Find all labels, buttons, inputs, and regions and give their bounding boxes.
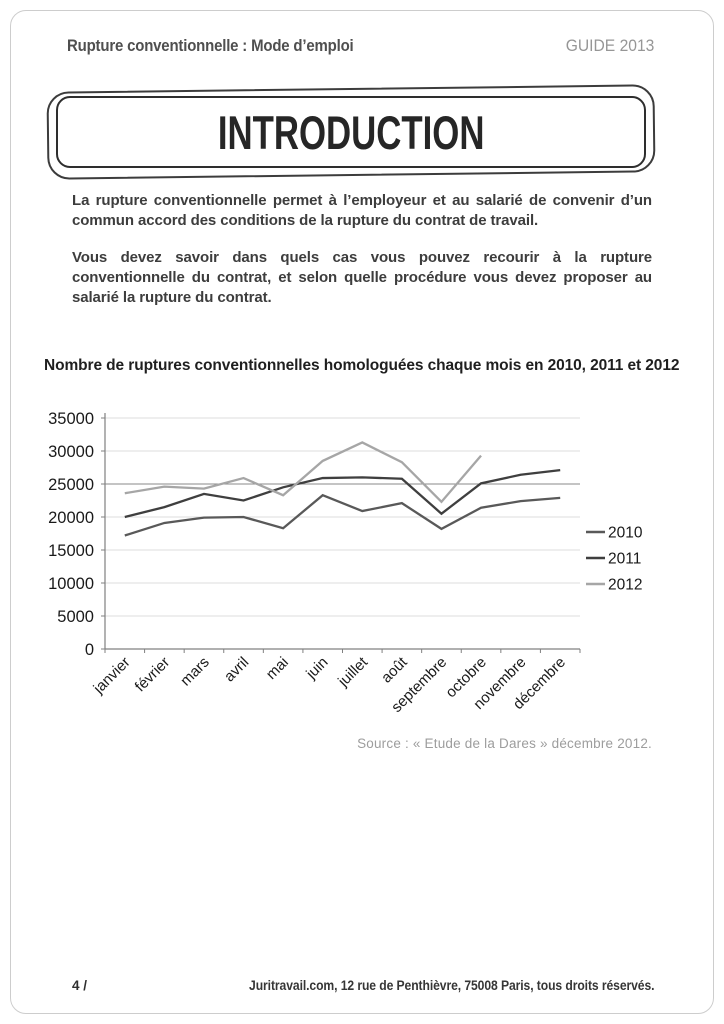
y-axis-label: 10000 — [48, 575, 94, 593]
footer-page-number: 4 / — [72, 978, 88, 993]
source-note: Source : « Etude de la Dares » décembre … — [357, 736, 652, 751]
legend-label-2011: 2011 — [608, 551, 641, 568]
header-title: Rupture conventionnelle : Mode d’emploi — [67, 36, 354, 55]
intro-box: INTRODUCTION — [56, 96, 646, 168]
chart: 0 5000 10000 15000 20000 25000 30000 35000 janvi… — [40, 403, 700, 753]
x-axis-label: mai — [263, 654, 292, 683]
chart-heading: Nombre de ruptures conventionnelles homo… — [44, 357, 680, 374]
x-axis-label: août — [378, 653, 411, 686]
paragraph-2: Vous devez savoir dans quels cas vous po… — [72, 249, 652, 306]
y-axis-label: 0 — [85, 641, 94, 659]
x-axis-label: juin — [302, 654, 331, 683]
y-axis-label: 20000 — [48, 509, 94, 527]
x-axis-label: mars — [177, 654, 213, 690]
y-axis-label: 30000 — [48, 443, 94, 461]
y-axis-label: 15000 — [48, 542, 94, 560]
x-axis-label: juillet — [334, 653, 371, 690]
y-axis-label: 35000 — [48, 410, 94, 428]
series-line-2011 — [124, 468, 561, 519]
series-line-2010 — [124, 493, 561, 537]
y-axis-label: 25000 — [48, 476, 94, 494]
x-axis-label: février — [132, 654, 173, 695]
line-chart: 0 5000 10000 15000 20000 25000 30000 35000 janvi… — [48, 410, 643, 716]
y-axis-label: 5000 — [57, 608, 94, 626]
header-guide-label: GUIDE 2013 — [565, 36, 654, 55]
legend-label-2010: 2010 — [608, 525, 643, 542]
intro-paragraphs: La rupture conventionnelle permet à l’em… — [72, 191, 652, 325]
footer-address: Juritravail.com, 12 rue de Penthièvre, 7… — [248, 978, 654, 993]
x-axis-label: janvier — [90, 654, 134, 698]
intro-title: INTRODUCTION — [217, 105, 485, 159]
paragraph-1: La rupture conventionnelle permet à l’em… — [72, 192, 652, 229]
series-line-2012 — [124, 441, 482, 504]
legend-label-2012: 2012 — [608, 577, 642, 594]
x-axis-label: avril — [221, 654, 252, 685]
